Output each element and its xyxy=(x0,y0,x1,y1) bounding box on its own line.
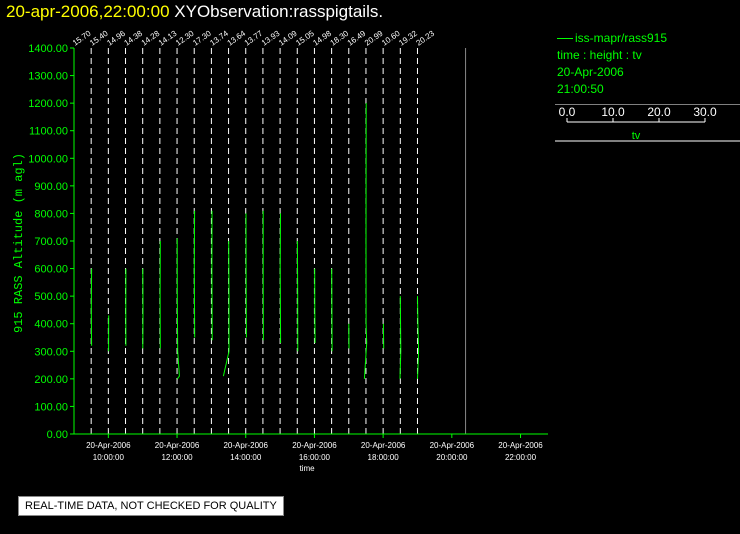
profile-labels: 15.7015.4014.9614.3814.2814.1312.3017.30… xyxy=(71,28,436,47)
x-axis-label: time xyxy=(299,464,315,473)
profile-label: 20.23 xyxy=(414,28,436,47)
y-tick-label: 1000.00 xyxy=(28,153,68,165)
title-observation: XYObservation:rasspigtails. xyxy=(174,2,384,21)
profile-line xyxy=(222,240,230,377)
y-tick-label: 1400.00 xyxy=(28,43,68,55)
y-axis-label: 915 RASS Altitude (m agl) xyxy=(12,153,26,333)
y-tick-label: 0.00 xyxy=(47,429,68,441)
y-tick-label: 1200.00 xyxy=(28,98,68,110)
scale-label: tv xyxy=(632,130,641,142)
x-tick-date: 20-Apr-2006 xyxy=(361,441,406,450)
x-tick-time: 12:00:00 xyxy=(161,453,193,462)
title-datetime: 20-apr-2006,22:00:00 xyxy=(6,2,170,21)
y-tick-label: 400.00 xyxy=(34,319,68,331)
profile-line xyxy=(399,296,402,379)
scale-tick-label: 0.0 xyxy=(559,105,576,119)
y-tick-label: 900.00 xyxy=(34,181,68,193)
y-tick-label: 1300.00 xyxy=(28,71,68,83)
legend-series: iss-mapr/rass915 xyxy=(557,30,667,47)
profile-line xyxy=(417,296,420,379)
x-axis-ticks: 20-Apr-2006 10:00:00 20-Apr-2006 12:00:00 20… xyxy=(86,434,543,462)
quality-warning: REAL-TIME DATA, NOT CHECKED FOR QUALITY xyxy=(18,496,284,516)
x-tick-time: 20:00:00 xyxy=(436,453,468,462)
y-tick-label: 300.00 xyxy=(34,346,68,358)
profile-line xyxy=(176,238,180,380)
axes xyxy=(73,48,548,435)
profile-line xyxy=(363,103,368,379)
scale-ticks: 0.0 10.0 20.0 30.0 xyxy=(559,105,717,122)
y-tick-label: 500.00 xyxy=(34,291,68,303)
x-tick-time: 18:00:00 xyxy=(368,453,400,462)
x-tick-date: 20-Apr-2006 xyxy=(86,441,131,450)
legend-variables: time : height : tv xyxy=(557,48,642,62)
legend-date: 20-Apr-2006 xyxy=(557,65,624,79)
y-tick-label: 100.00 xyxy=(34,401,68,413)
legend-series-name: iss-mapr/rass915 xyxy=(575,31,668,45)
x-tick-time: 16:00:00 xyxy=(299,453,331,462)
page-title: 20-apr-2006,22:00:00 XYObservation:rassp… xyxy=(6,2,383,22)
scale-tick-label: 30.0 xyxy=(693,105,717,119)
legend-line-swatch xyxy=(557,38,573,40)
scale-tick-label: 20.0 xyxy=(647,105,671,119)
x-tick-date: 20-Apr-2006 xyxy=(498,441,543,450)
x-tick-time: 14:00:00 xyxy=(230,453,262,462)
legend: iss-mapr/rass915 time : height : tv 20-A… xyxy=(557,30,667,98)
x-tick-time: 22:00:00 xyxy=(505,453,537,462)
legend-time: 21:00:50 xyxy=(557,82,604,96)
y-tick-label: 800.00 xyxy=(34,208,68,220)
y-tick-label: 200.00 xyxy=(34,374,68,386)
y-axis-ticks: 0.00 100.00 200.00 300.00 400.00 500.00 600.00… xyxy=(28,43,74,441)
x-tick-date: 20-Apr-2006 xyxy=(430,441,475,450)
x-tick-time: 10:00:00 xyxy=(93,453,125,462)
y-tick-label: 1100.00 xyxy=(29,126,68,138)
x-tick-date: 20-Apr-2006 xyxy=(223,441,268,450)
rass-profiles xyxy=(73,103,420,380)
profile-guide-lines xyxy=(73,48,467,434)
y-tick-label: 700.00 xyxy=(34,236,68,248)
x-tick-date: 20-Apr-2006 xyxy=(155,441,200,450)
tv-scale-bar: 0.0 10.0 20.0 30.0 tv xyxy=(555,104,740,142)
x-tick-date: 20-Apr-2006 xyxy=(292,441,337,450)
y-tick-label: 600.00 xyxy=(34,264,68,276)
scale-tick-label: 10.0 xyxy=(601,105,625,119)
